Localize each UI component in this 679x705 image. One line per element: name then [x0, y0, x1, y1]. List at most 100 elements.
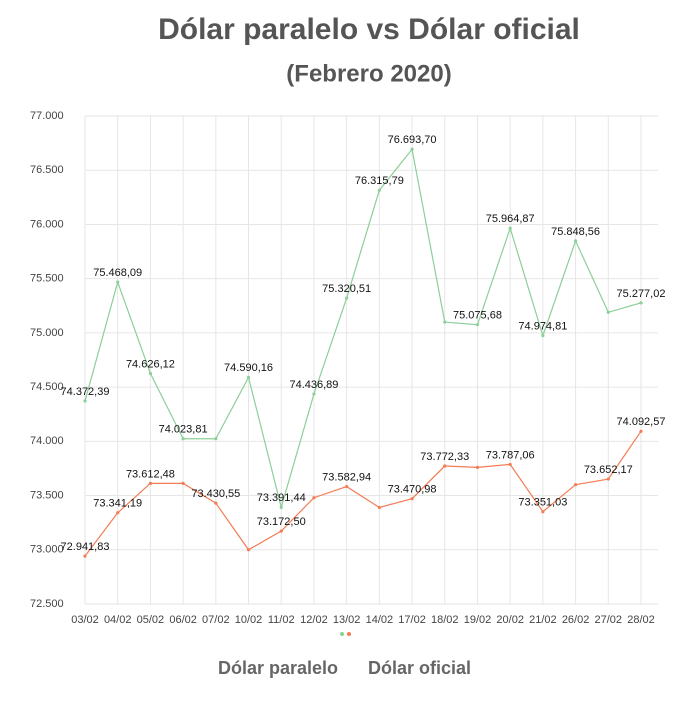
data-point: [116, 511, 120, 515]
data-point: [345, 484, 349, 489]
chart-title: Dólar paralelo vs Dólar oficial: [158, 13, 580, 46]
y-tick-label: 77.000: [30, 110, 64, 122]
x-tick-label: 10/02: [235, 614, 263, 626]
data-label: 73.652,17: [584, 464, 633, 476]
y-tick-label: 75.000: [30, 327, 64, 339]
legend-marker: [340, 632, 344, 636]
data-label: 76.693,70: [388, 134, 437, 146]
data-point: [475, 465, 480, 469]
y-tick-label: 72.500: [30, 598, 64, 610]
data-point: [83, 554, 87, 558]
data-label: 74.092,57: [617, 416, 666, 428]
x-tick-label: 06/02: [169, 614, 197, 626]
data-point: [181, 437, 185, 441]
data-point: [377, 505, 381, 510]
y-tick-label: 76.000: [30, 218, 64, 230]
data-label: 74.590,16: [224, 362, 273, 374]
data-label: 75.075,68: [453, 310, 502, 322]
data-point: [475, 323, 480, 327]
data-point: [148, 371, 153, 376]
data-point: [443, 320, 447, 324]
data-point: [312, 496, 316, 500]
data-point: [541, 510, 545, 514]
data-label: 73.391,44: [257, 492, 306, 504]
series-line: [84, 430, 642, 557]
y-tick-label: 76.500: [30, 164, 64, 176]
data-point: [312, 392, 316, 396]
data-label: 75.964,87: [486, 213, 535, 225]
data-label: 73.172,50: [257, 516, 306, 528]
data-point: [214, 501, 218, 505]
legend-label: Dólar paralelo: [218, 658, 338, 678]
legend-marker: [347, 632, 351, 636]
y-tick-label: 74.500: [30, 381, 64, 393]
data-point: [83, 399, 87, 403]
x-tick-label: 17/02: [398, 614, 426, 626]
data-label: 73.612,48: [126, 468, 175, 480]
data-point: [279, 529, 283, 533]
data-label: 73.341,19: [93, 498, 142, 510]
data-point: [279, 505, 283, 509]
x-tick-label: 03/02: [71, 614, 99, 626]
data-label: 73.772,33: [420, 451, 469, 463]
x-tick-label: 18/02: [431, 614, 459, 626]
data-label: 73.470,98: [388, 484, 437, 496]
data-label: 72.941,83: [61, 541, 110, 553]
x-tick-label: 11/02: [268, 614, 295, 626]
data-label: 75.277,02: [617, 288, 666, 300]
data-point: [181, 481, 185, 486]
data-point: [345, 296, 349, 300]
data-point: [246, 548, 251, 552]
y-tick-label: 73.000: [30, 544, 64, 556]
x-tick-label: 04/02: [104, 614, 132, 626]
x-tick-label: 28/02: [627, 614, 655, 626]
data-point: [606, 310, 610, 314]
data-point: [214, 437, 218, 441]
data-label: 73.582,94: [322, 471, 371, 483]
data-label: 73.430,55: [191, 488, 240, 500]
data-label: 73.351,03: [518, 497, 567, 509]
chart-subtitle: (Febrero 2020): [286, 60, 451, 87]
data-point: [606, 477, 610, 481]
data-label: 74.372,39: [61, 386, 110, 398]
data-label: 74.023,81: [159, 424, 208, 436]
x-tick-label: 13/02: [333, 614, 361, 626]
data-point: [639, 301, 643, 305]
data-label: 74.436,89: [289, 379, 338, 391]
data-point: [508, 462, 512, 467]
x-tick-label: 19/02: [464, 614, 492, 626]
y-tick-label: 74.000: [30, 435, 64, 447]
y-tick-label: 73.500: [30, 489, 64, 501]
data-point: [573, 239, 578, 243]
x-tick-label: 14/02: [366, 614, 394, 626]
data-point: [541, 334, 545, 338]
x-tick-label: 12/02: [300, 614, 328, 626]
data-label: 75.320,51: [322, 283, 371, 295]
data-label: 74.626,12: [126, 358, 175, 370]
x-tick-label: 27/02: [595, 614, 623, 626]
data-point: [410, 497, 414, 501]
data-point: [246, 375, 251, 379]
data-point: [639, 429, 643, 433]
data-point: [508, 226, 512, 230]
x-tick-label: 20/02: [496, 614, 524, 626]
data-point: [573, 483, 578, 487]
data-point: [410, 147, 414, 151]
data-label: 73.787,06: [486, 449, 535, 461]
data-point: [443, 464, 447, 468]
series-line: [84, 147, 642, 510]
x-tick-label: 26/02: [562, 614, 590, 626]
data-label: 75.468,09: [93, 267, 142, 279]
x-tick-label: 21/02: [529, 614, 557, 626]
x-tick-label: 07/02: [202, 614, 230, 626]
data-point: [116, 280, 120, 284]
data-label: 74.974,81: [518, 321, 567, 333]
legend-label: Dólar oficial: [368, 658, 471, 678]
y-tick-label: 75.500: [30, 273, 64, 285]
data-label: 76.315,79: [355, 175, 404, 187]
data-label: 75.848,56: [551, 226, 600, 238]
data-point: [148, 481, 153, 485]
data-point: [377, 188, 381, 192]
x-tick-label: 05/02: [137, 614, 165, 626]
